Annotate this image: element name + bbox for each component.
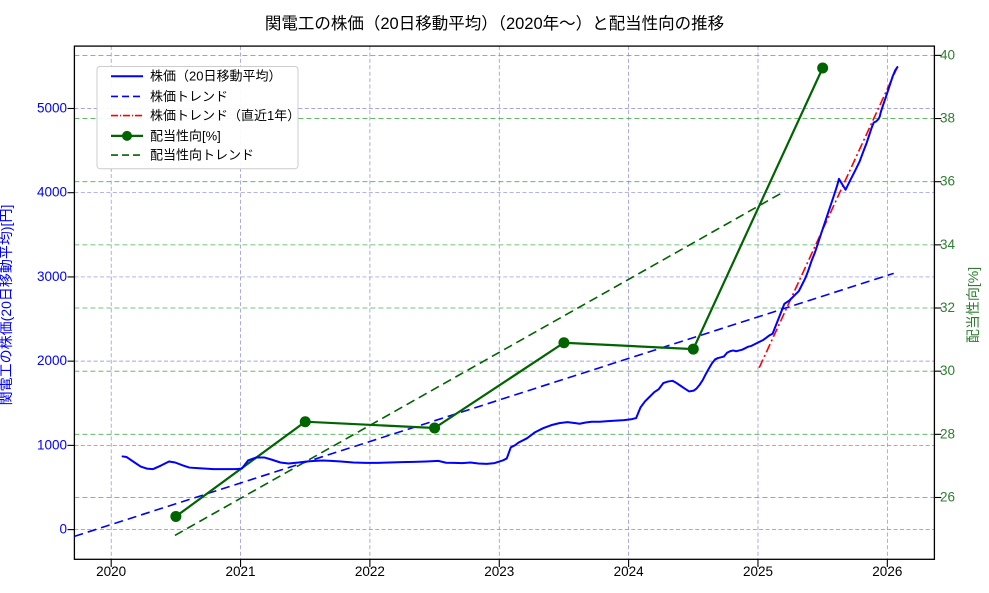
svg-text:40: 40 [940, 47, 955, 62]
svg-text:2021: 2021 [226, 564, 256, 579]
svg-text:34: 34 [940, 237, 956, 252]
svg-text:2026: 2026 [872, 564, 902, 579]
svg-text:0: 0 [59, 522, 67, 537]
svg-text:株価（20日移動平均）: 株価（20日移動平均） [150, 69, 281, 84]
svg-text:2023: 2023 [484, 564, 514, 579]
svg-text:3000: 3000 [37, 269, 67, 284]
svg-text:32: 32 [940, 300, 955, 315]
svg-text:30: 30 [940, 363, 955, 378]
svg-text:4000: 4000 [37, 185, 67, 200]
svg-text:2020: 2020 [96, 564, 126, 579]
svg-text:2022: 2022 [355, 564, 385, 579]
svg-text:株価トレンド（直近1年）: 株価トレンド（直近1年） [150, 108, 300, 123]
svg-text:配当性向トレンド: 配当性向トレンド [150, 148, 254, 163]
svg-text:1000: 1000 [37, 437, 67, 452]
svg-text:配当性向[%]: 配当性向[%] [965, 267, 981, 343]
svg-text:38: 38 [940, 111, 955, 126]
svg-text:関電工の株価(20日移動平均)[円]: 関電工の株価(20日移動平均)[円] [0, 205, 14, 406]
svg-text:2000: 2000 [37, 353, 67, 368]
svg-text:2025: 2025 [743, 564, 773, 579]
svg-text:28: 28 [940, 426, 955, 441]
svg-text:株価トレンド: 株価トレンド [150, 89, 228, 104]
svg-text:2024: 2024 [614, 564, 645, 579]
svg-text:36: 36 [940, 174, 955, 189]
svg-text:26: 26 [940, 490, 955, 505]
svg-text:配当性向[%]: 配当性向[%] [150, 128, 221, 143]
svg-text:5000: 5000 [37, 100, 67, 115]
